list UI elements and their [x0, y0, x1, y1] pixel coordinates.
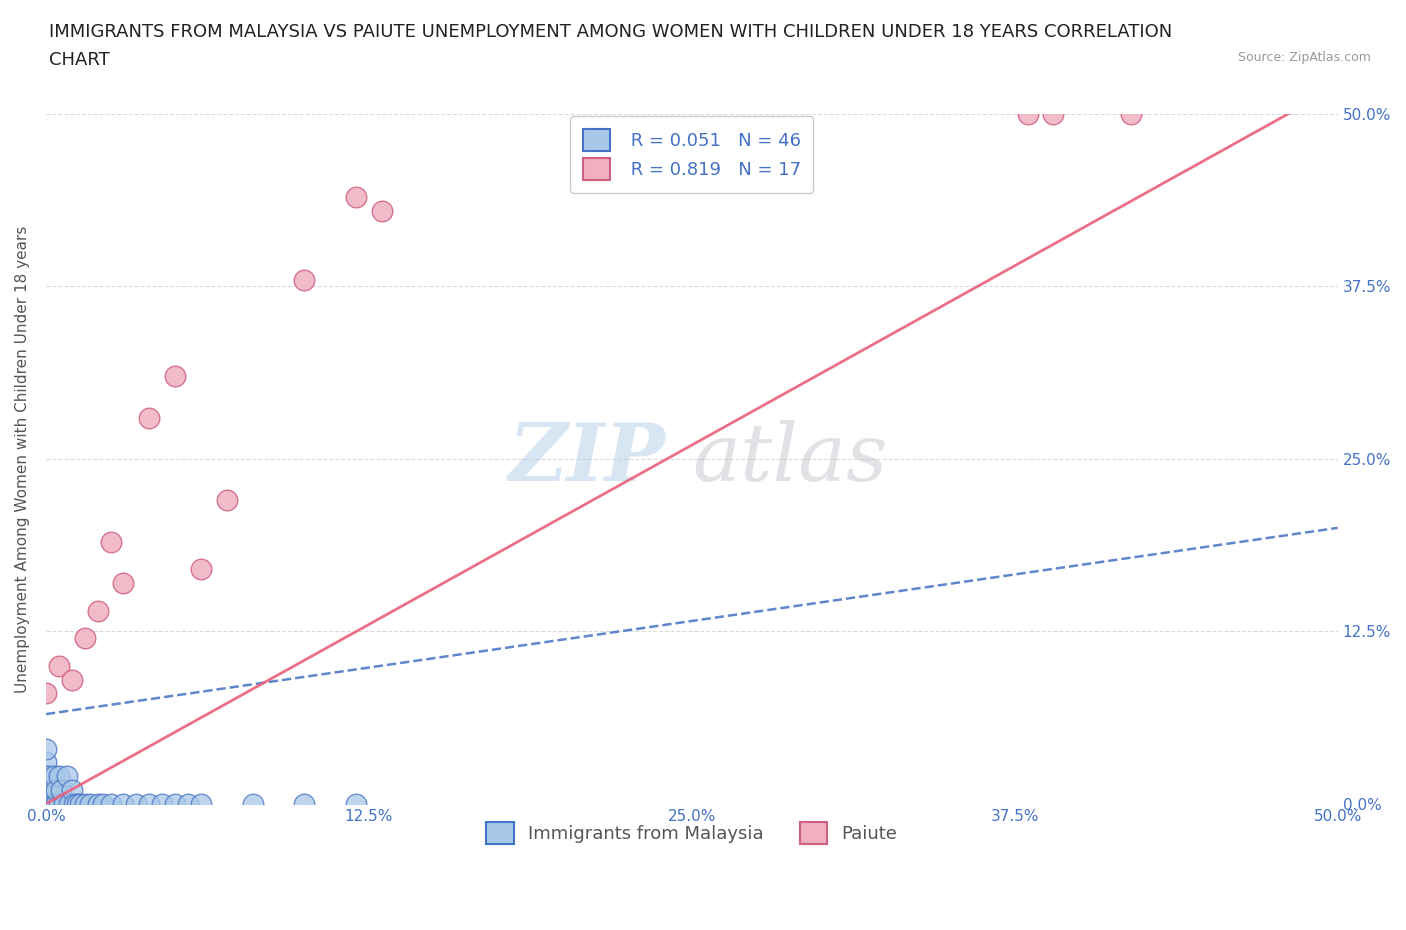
Point — [190, 796, 212, 811]
Point — [35, 686, 58, 701]
Text: Source: ZipAtlas.com: Source: ZipAtlas.com — [1237, 51, 1371, 64]
Point — [48, 769, 70, 784]
Point — [60, 782, 83, 797]
Point — [35, 796, 58, 811]
Text: ZIP: ZIP — [509, 420, 666, 498]
Point — [39, 782, 62, 797]
Point — [55, 769, 77, 784]
Point — [53, 796, 76, 811]
Point — [38, 796, 60, 811]
Point — [292, 272, 315, 287]
Point — [51, 782, 73, 797]
Point — [42, 769, 65, 784]
Point — [35, 769, 58, 784]
Point — [48, 796, 70, 811]
Point — [45, 796, 67, 811]
Point — [39, 796, 62, 811]
Point — [35, 769, 58, 784]
Point — [35, 796, 58, 811]
Point — [1042, 107, 1064, 122]
Point — [344, 796, 367, 811]
Point — [35, 796, 58, 811]
Point — [371, 203, 394, 218]
Point — [100, 534, 122, 549]
Point — [60, 672, 83, 687]
Point — [138, 410, 160, 425]
Point — [42, 796, 65, 811]
Point — [35, 755, 58, 770]
Point — [38, 769, 60, 784]
Point — [100, 796, 122, 811]
Point — [69, 796, 91, 811]
Point — [215, 493, 238, 508]
Point — [190, 562, 212, 577]
Text: IMMIGRANTS FROM MALAYSIA VS PAIUTE UNEMPLOYMENT AMONG WOMEN WITH CHILDREN UNDER : IMMIGRANTS FROM MALAYSIA VS PAIUTE UNEMP… — [49, 23, 1173, 41]
Point — [1017, 107, 1039, 122]
Point — [35, 782, 58, 797]
Point — [86, 604, 108, 618]
Point — [35, 741, 58, 756]
Point — [292, 796, 315, 811]
Point — [165, 368, 187, 383]
Point — [125, 796, 148, 811]
Point — [66, 796, 89, 811]
Point — [242, 796, 264, 811]
Point — [91, 796, 114, 811]
Text: atlas: atlas — [692, 420, 887, 498]
Point — [58, 796, 80, 811]
Point — [150, 796, 173, 811]
Point — [79, 796, 101, 811]
Y-axis label: Unemployment Among Women with Children Under 18 years: Unemployment Among Women with Children U… — [15, 225, 30, 693]
Point — [63, 796, 86, 811]
Point — [38, 782, 60, 797]
Point — [86, 796, 108, 811]
Point — [138, 796, 160, 811]
Point — [35, 796, 58, 811]
Point — [45, 782, 67, 797]
Point — [35, 796, 58, 811]
Point — [112, 576, 135, 591]
Point — [177, 796, 200, 811]
Point — [35, 782, 58, 797]
Text: CHART: CHART — [49, 51, 110, 69]
Point — [35, 796, 58, 811]
Point — [48, 658, 70, 673]
Point — [165, 796, 187, 811]
Point — [73, 631, 96, 645]
Legend: Immigrants from Malaysia, Paiute: Immigrants from Malaysia, Paiute — [474, 809, 910, 857]
Point — [112, 796, 135, 811]
Point — [73, 796, 96, 811]
Point — [1119, 107, 1142, 122]
Point — [344, 190, 367, 205]
